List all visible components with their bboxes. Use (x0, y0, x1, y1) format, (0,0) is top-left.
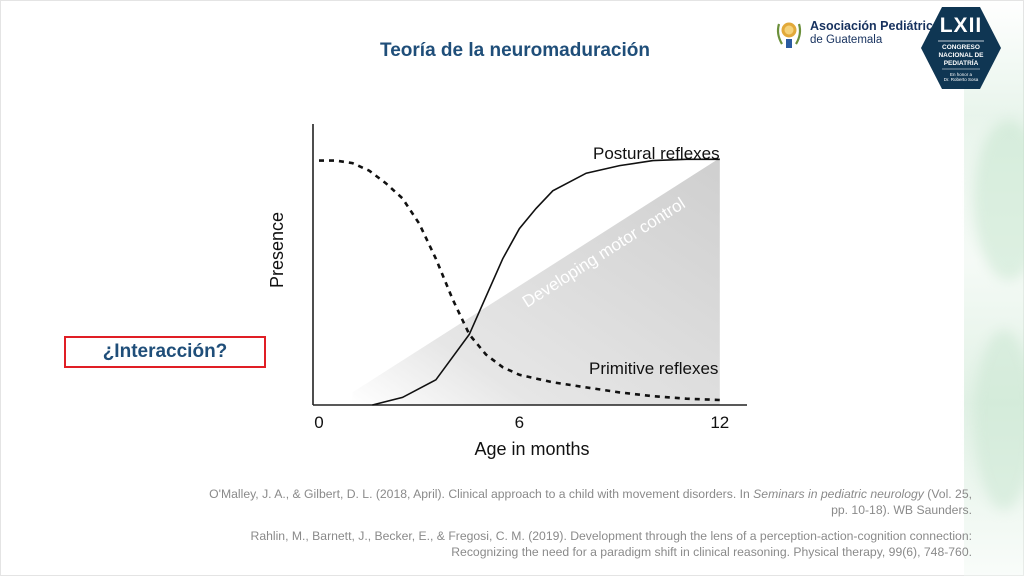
x-axis-label: Age in months (474, 439, 589, 459)
congress-number: LXII (939, 14, 983, 37)
org-name-line1: Asociación Pediátrica (810, 19, 940, 33)
honor-dedication: En honor a Dr. Roberto Sosa (943, 72, 979, 82)
slide-title: Teoría de la neuromaduración (380, 40, 650, 61)
org-name-line2: de Guatemala (810, 34, 883, 46)
postural-reflexes-line (372, 158, 720, 406)
congress-title: CONGRESO NACIONAL DE PEDIATRÍA (938, 44, 984, 67)
x-tick-0: 0 (314, 413, 323, 432)
interaction-callout: ¿Interacción? (64, 336, 266, 368)
x-tick-12: 12 (710, 413, 729, 432)
decorative-watercolor-strip (964, 0, 1024, 576)
reference-1: O'Malley, J. A., & Gilbert, D. L. (2018,… (209, 487, 972, 517)
reference-2: Rahlin, M., Barnett, J., Becker, E., & F… (250, 529, 972, 559)
series-label-primitive: Primitive reflexes (589, 359, 718, 378)
hexagon-badge-icon (921, 7, 1001, 89)
primitive-reflexes-line (319, 159, 720, 402)
neuromaturation-chart: Developing motor control Postural reflex… (267, 124, 747, 459)
x-tick-6: 6 (515, 413, 524, 432)
laurel-seal-icon (776, 22, 802, 48)
association-logo: Asociación Pediátrica de Guatemala (774, 16, 940, 50)
references: O'Malley, J. A., & Gilbert, D. L. (2018,… (200, 486, 972, 570)
congress-badge: LXII CONGRESO NACIONAL DE PEDIATRÍA En h… (920, 6, 1002, 90)
y-axis-label: Presence (267, 212, 287, 288)
series-label-postural: Postural reflexes (593, 144, 720, 163)
motor-control-band (352, 158, 720, 405)
